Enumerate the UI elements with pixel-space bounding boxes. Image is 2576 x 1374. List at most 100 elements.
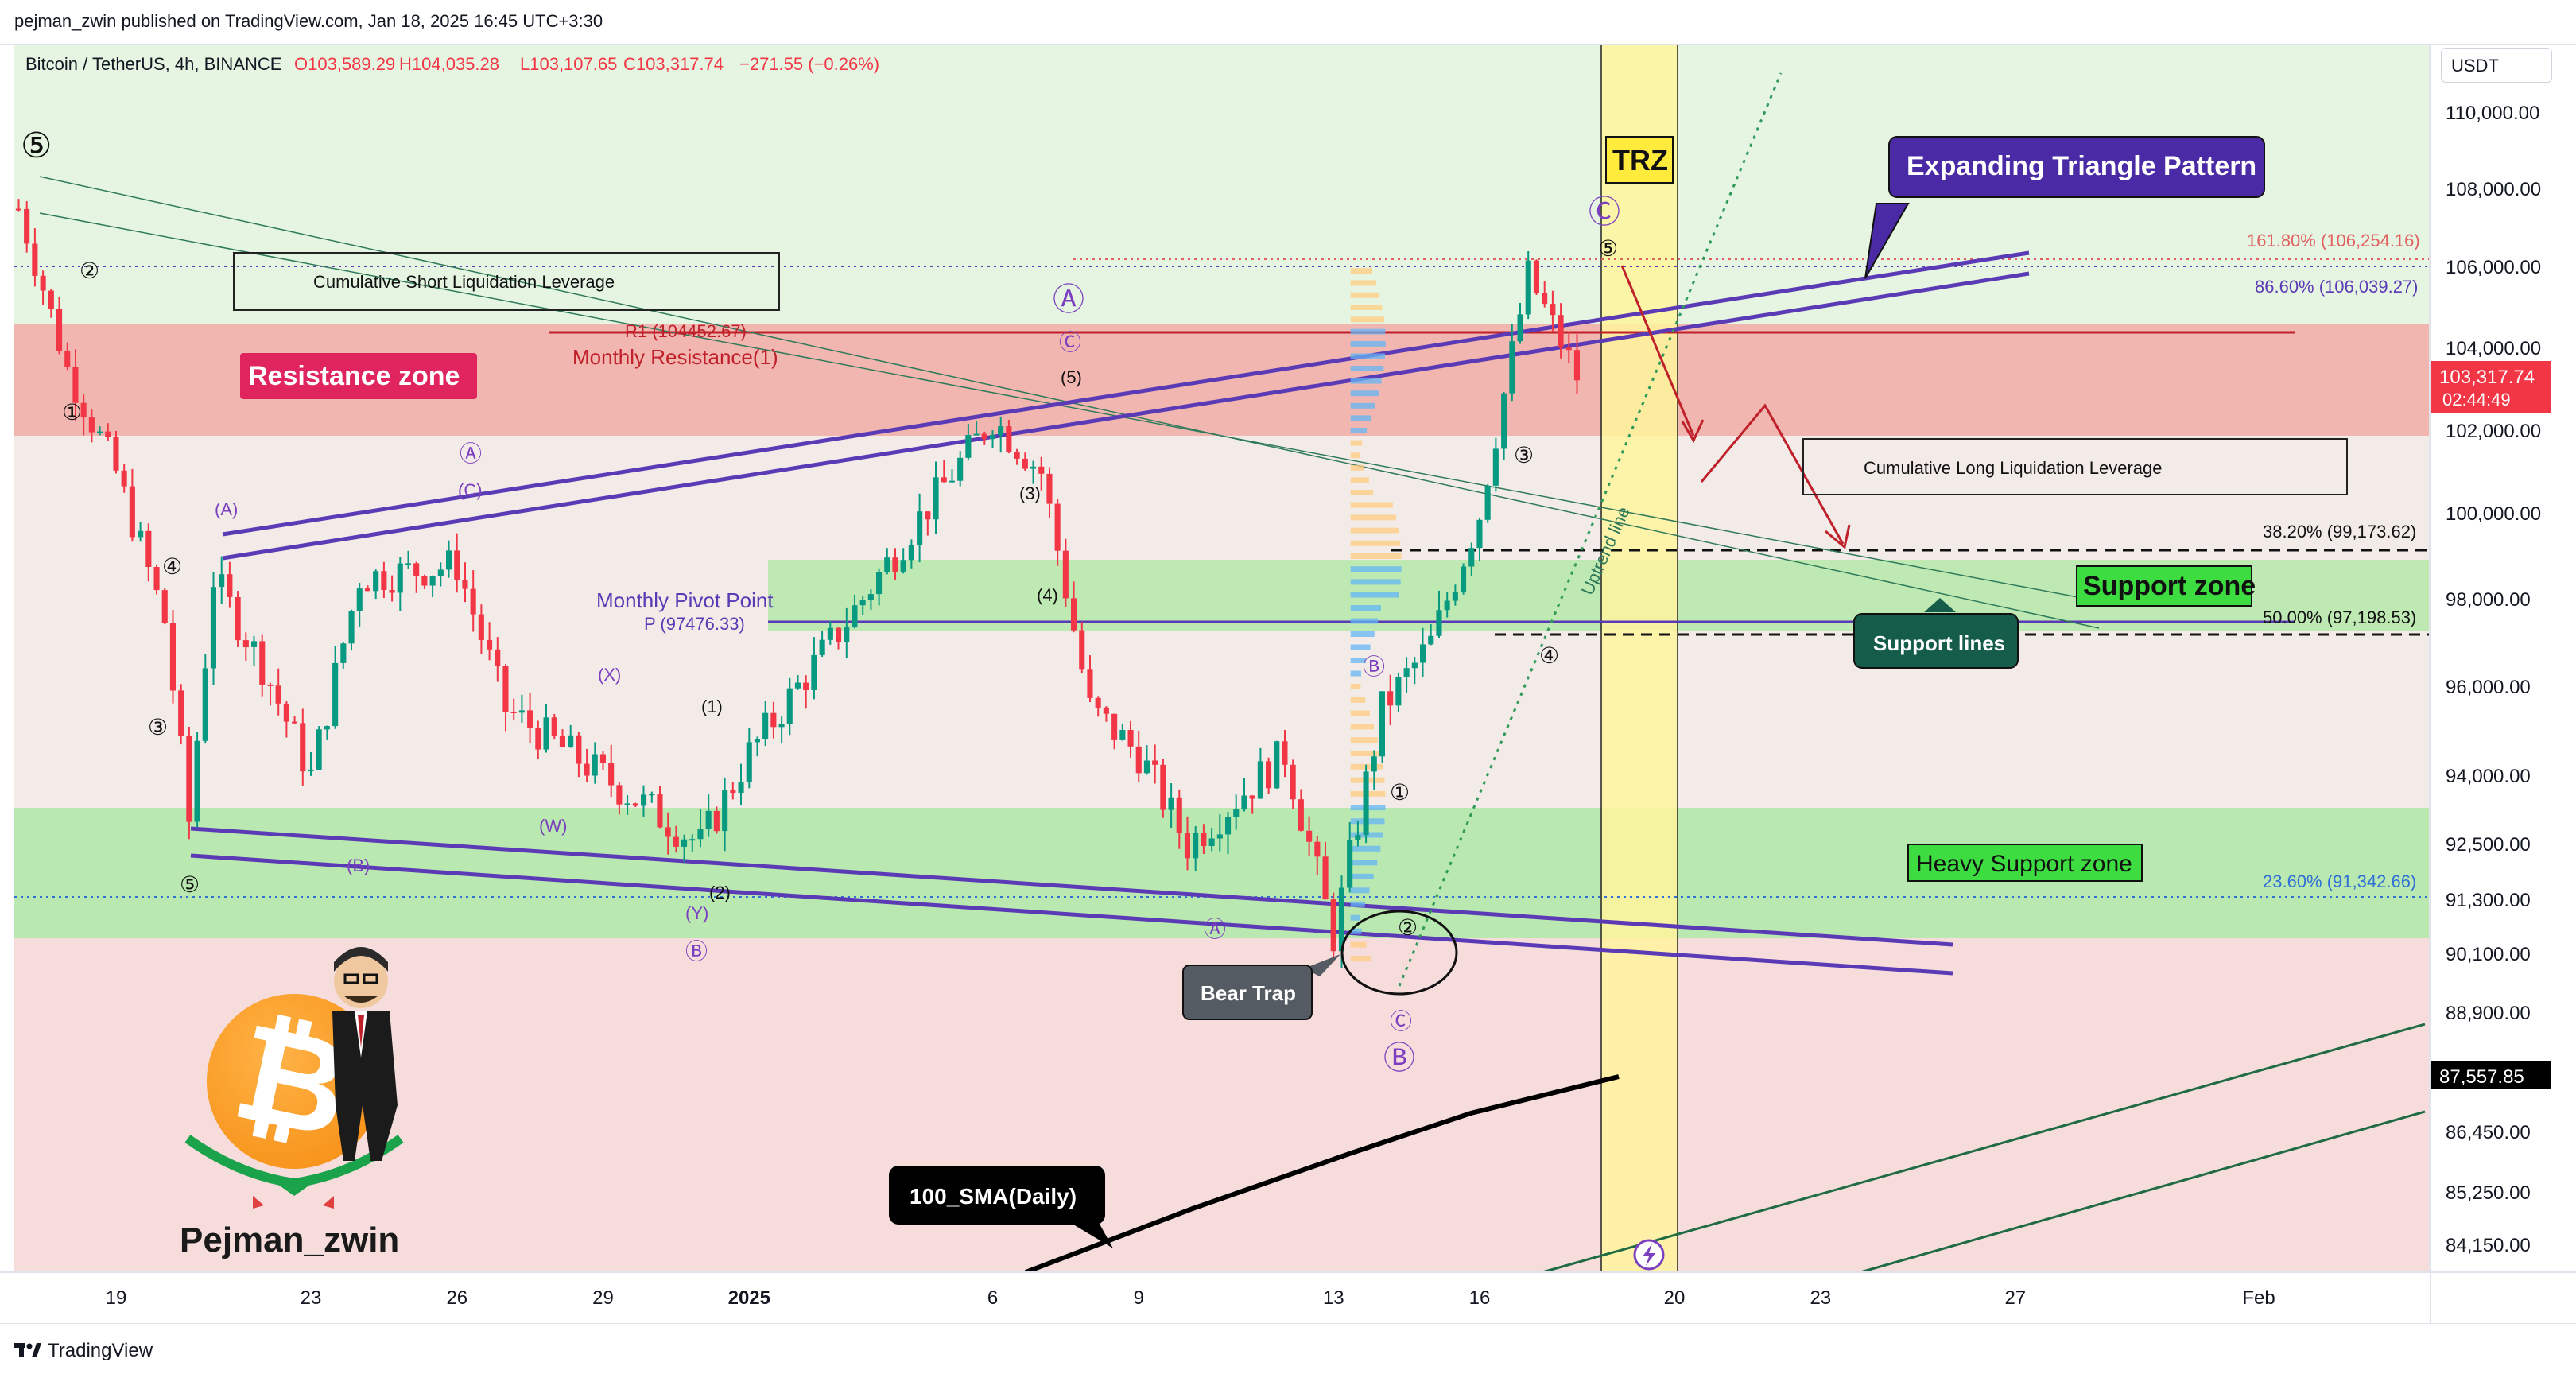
- candle-body: [502, 666, 509, 712]
- candle-body: [413, 563, 420, 576]
- wave-2-circ: ②: [1398, 915, 1418, 940]
- candle-body: [1298, 799, 1304, 831]
- candle-body: [543, 717, 549, 750]
- candle-body: [713, 810, 720, 832]
- candle-body: [210, 587, 216, 669]
- candle-body: [917, 511, 923, 545]
- candle-body: [1046, 473, 1053, 504]
- candle-body: [219, 574, 225, 588]
- candle-body: [981, 433, 987, 440]
- volume-profile-bar: [1350, 452, 1360, 459]
- wave-a-circ-small: Ⓐ: [460, 441, 482, 466]
- volume-profile-bar: [1350, 490, 1374, 495]
- heavy-support-badge: [1907, 844, 2143, 882]
- volume-profile-bar: [1350, 553, 1402, 559]
- volume-profile-bar: [1350, 316, 1384, 323]
- trz-badge: [1605, 136, 1674, 184]
- candle-body: [324, 726, 330, 730]
- currency-button[interactable]: USDT: [2441, 48, 2552, 83]
- candle-body: [194, 740, 200, 822]
- candle-body: [153, 567, 160, 591]
- candle-body: [1461, 566, 1467, 592]
- candle-body: [649, 794, 655, 796]
- candle-body: [283, 703, 289, 722]
- candle-body: [105, 431, 111, 437]
- volume-profile-bar: [1350, 378, 1382, 384]
- volume-profile-bar: [1350, 366, 1384, 371]
- wave-4-paren: (4): [1037, 585, 1058, 605]
- y-tick-label: 96,000.00: [2446, 677, 2531, 698]
- wave-w-paren: (W): [539, 816, 567, 836]
- candle-body: [88, 417, 95, 433]
- symbol-label: Bitcoin / TetherUS, 4h, BINANCE: [25, 54, 281, 74]
- candle-body: [518, 710, 525, 713]
- candle-body: [568, 735, 574, 747]
- volume-profile-bar: [1350, 941, 1367, 948]
- candle-body: [1030, 466, 1037, 469]
- candle-body: [437, 569, 444, 576]
- ohlc-high: H104,035.28: [399, 54, 499, 74]
- candle-body: [72, 367, 79, 403]
- x-tick-label: 9: [1134, 1287, 1144, 1309]
- wave-5-bottom: ⑤: [180, 872, 200, 897]
- wave-5-paren: (5): [1061, 367, 1082, 387]
- candle-body: [251, 641, 258, 647]
- volume-profile-bar: [1350, 845, 1381, 852]
- wave-2-top: ②: [80, 258, 99, 283]
- y-tick-label: 98,000.00: [2446, 589, 2531, 611]
- volume-profile-bar: [1350, 592, 1399, 598]
- fib-50-label: 50.00% (97,198.53): [2263, 607, 2416, 627]
- x-tick-label: 2025: [728, 1287, 770, 1309]
- candle-body: [1533, 260, 1539, 293]
- candle-body: [989, 435, 995, 440]
- candle-body: [1282, 741, 1288, 765]
- wave-a-big: Ⓐ: [1053, 282, 1084, 317]
- candle-body: [1573, 350, 1580, 381]
- candle-body: [1492, 448, 1499, 486]
- candle-body: [1363, 771, 1369, 836]
- volume-profile-bar: [1350, 631, 1375, 637]
- resistance-zone-label: Resistance zone: [248, 361, 460, 391]
- wave-labels: ⑤ ② ① ③ ④ ⑤ (A) (B) (W) (X) (Y) Ⓐ (C) Ⓑ …: [21, 126, 1620, 1076]
- volume-profile-bar: [1350, 751, 1381, 756]
- candle-body: [56, 309, 63, 351]
- candle-body: [178, 690, 184, 736]
- projection-arrow-2: [1700, 403, 1845, 545]
- volume-profile-bar: [1350, 928, 1362, 934]
- ohlc-open: O103,589.29: [294, 54, 395, 74]
- candle-body: [1135, 746, 1142, 774]
- cum-long-box: [1802, 438, 2348, 495]
- candle-body: [169, 623, 176, 691]
- volume-profile-bar: [1350, 566, 1402, 572]
- x-tick-label: 23: [301, 1287, 322, 1309]
- symbol-legend[interactable]: Bitcoin / TetherUS, 4h, BINANCE O103,589…: [25, 54, 879, 74]
- candle-body: [973, 433, 980, 436]
- candle-body: [722, 790, 728, 832]
- r1-label: R1 (104452.67): [625, 321, 747, 341]
- time-axis[interactable]: [0, 1272, 2430, 1323]
- current-price-badge: [2431, 361, 2551, 413]
- candle-body: [510, 712, 517, 713]
- candle-body: [844, 627, 850, 642]
- published-bar: pejman_zwin published on TradingView.com…: [0, 0, 2576, 45]
- volume-profile-bar: [1350, 737, 1378, 743]
- sma-price-label: 87,557.85: [2439, 1066, 2524, 1088]
- x-tick-label: 13: [1323, 1287, 1344, 1309]
- candle-body: [819, 639, 825, 655]
- x-tick-label: 29: [592, 1287, 614, 1309]
- candle-body: [121, 470, 127, 487]
- wave-c-small-mid: Ⓒ: [1059, 330, 1081, 355]
- candle-body: [487, 639, 493, 650]
- candle-body: [867, 594, 874, 600]
- volume-profile-bar: [1350, 268, 1373, 274]
- wave-b-circ: Ⓑ: [685, 939, 708, 964]
- candle-body: [259, 641, 266, 685]
- lightning-icon[interactable]: [1633, 1239, 1665, 1271]
- volume-profile-bar: [1350, 697, 1366, 703]
- candle-body: [754, 739, 760, 743]
- candle-body: [1006, 426, 1012, 452]
- candle-body: [762, 712, 769, 739]
- candle-body: [1558, 315, 1564, 348]
- candle-body: [1168, 797, 1174, 810]
